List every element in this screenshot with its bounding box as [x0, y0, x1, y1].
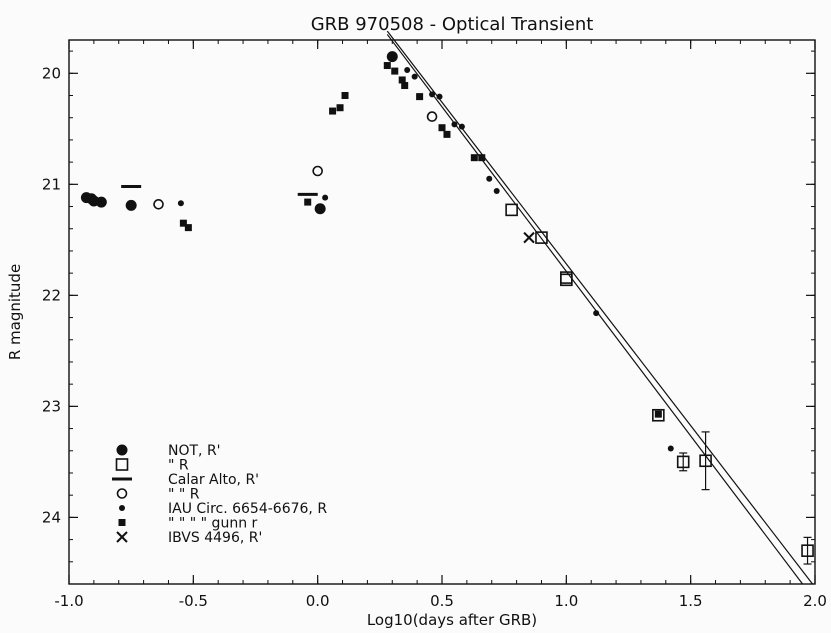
x-tick-label: 1.0 — [554, 592, 578, 610]
data-point-filled-circle — [125, 199, 137, 211]
data-point-filled-square — [336, 104, 344, 112]
data-point-filled-circle — [95, 196, 107, 208]
legend-label: " " " " gunn r — [168, 516, 258, 532]
data-point-filled-square — [118, 519, 126, 526]
data-point-open-square — [676, 455, 690, 469]
data-point-open-square — [652, 408, 665, 422]
data-point-filled-square — [329, 107, 337, 115]
data-point-open-circle — [153, 199, 164, 210]
data-point-filled-square — [304, 198, 312, 206]
legend-label: Calar Alto, R' — [168, 472, 259, 488]
data-point-filled-square — [398, 76, 406, 84]
data-point-filled-square — [184, 224, 192, 232]
data-point-small-dot — [429, 91, 436, 98]
y-axis-label: R magnitude — [6, 264, 24, 360]
data-point-small-dot — [493, 187, 500, 194]
data-point-small-dot — [486, 175, 493, 182]
data-point-filled-square — [443, 130, 451, 138]
cross-stroke — [523, 231, 535, 244]
x-tick-label: 0.5 — [430, 592, 454, 610]
legend-label: " " R — [168, 487, 200, 503]
data-point-filled-square — [391, 67, 399, 75]
legend-label: " R — [168, 458, 189, 474]
chart-title: GRB 970508 - Optical Transient — [311, 14, 594, 35]
legend-label: NOT, R' — [168, 443, 221, 459]
data-point-filled-square — [383, 62, 391, 70]
data-point-open-circle — [426, 111, 438, 122]
data-point-open-square — [560, 273, 573, 287]
data-point-open-square — [505, 203, 518, 217]
y-tick-label: 22 — [42, 286, 61, 304]
y-tick-label: 21 — [42, 175, 61, 193]
y-tick-label: 23 — [42, 397, 61, 415]
data-point-open-circle — [116, 488, 128, 499]
plot-layer: -1.0 -0.5 0.0 0.5 1.0 1.5 2.0 20 21 22 23 24 — [42, 30, 827, 610]
data-point-open-square — [535, 231, 548, 244]
data-point-open-circle — [312, 165, 323, 177]
legend-label: IBVS 4496, R' — [168, 530, 262, 546]
data-point-small-dot — [593, 310, 600, 317]
data-point-open-square — [699, 454, 712, 468]
data-point-filled-square — [654, 410, 662, 418]
data-point-filled-square — [179, 219, 187, 227]
data-point-small-dot — [451, 121, 458, 128]
data-point-filled-square — [416, 93, 424, 101]
data-point-cross — [116, 531, 128, 543]
fit-line — [386, 30, 813, 585]
data-point-small-dot — [322, 194, 329, 201]
data-point-small-dot — [436, 93, 443, 100]
x-tick-label: 1.5 — [679, 592, 703, 610]
data-point-filled-circle — [314, 203, 326, 215]
data-point-small-dot — [411, 73, 418, 80]
data-point-filled-square — [401, 82, 409, 90]
data-point-small-dot — [119, 505, 125, 511]
data-point-small-dot — [177, 200, 184, 207]
x-tick-label: 2.0 — [803, 592, 827, 610]
x-axis-label: Log10(days after GRB) — [367, 611, 537, 629]
data-point-small-dot — [404, 66, 411, 73]
x-tick-label: -1.0 — [54, 592, 83, 610]
x-tick-label: 0.0 — [306, 592, 330, 610]
data-point-small-dot — [458, 123, 465, 130]
legend-label: IAU Circ. 6654-6676, R — [168, 501, 327, 517]
cross-stroke — [116, 531, 128, 543]
data-point-filled-square — [478, 154, 486, 162]
data-point-filled-square — [438, 124, 446, 132]
fit-line — [386, 34, 804, 585]
data-point-cross — [523, 231, 535, 244]
data-point-filled-circle — [386, 51, 398, 63]
data-point-filled-square — [341, 92, 349, 100]
data-point-open-square — [115, 458, 129, 471]
data-point-filled-circle — [116, 444, 128, 456]
data-point-small-dot — [667, 445, 674, 452]
y-tick-label: 20 — [42, 64, 61, 82]
data-point-filled-square — [470, 154, 478, 162]
data-point-open-square — [801, 544, 814, 557]
x-tick-label: -0.5 — [179, 592, 208, 610]
y-tick-label: 24 — [42, 508, 61, 526]
